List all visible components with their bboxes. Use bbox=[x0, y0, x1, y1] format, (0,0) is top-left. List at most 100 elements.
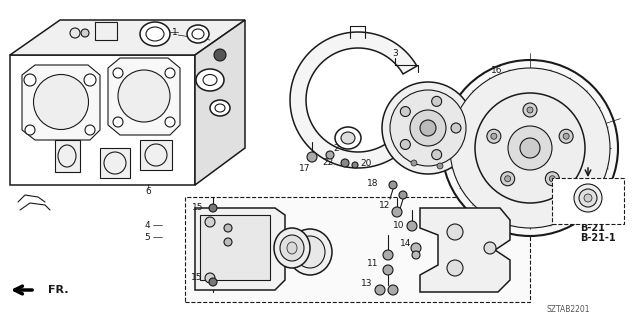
Ellipse shape bbox=[33, 75, 88, 130]
Circle shape bbox=[579, 189, 597, 207]
Circle shape bbox=[442, 60, 618, 236]
Text: 14: 14 bbox=[400, 238, 412, 247]
Ellipse shape bbox=[295, 236, 325, 268]
Text: 20: 20 bbox=[360, 158, 372, 167]
Circle shape bbox=[574, 184, 602, 212]
Circle shape bbox=[484, 242, 496, 254]
Polygon shape bbox=[108, 58, 180, 135]
Circle shape bbox=[326, 151, 334, 159]
Circle shape bbox=[491, 133, 497, 139]
Ellipse shape bbox=[187, 25, 209, 43]
Text: 9: 9 bbox=[218, 223, 224, 233]
Circle shape bbox=[420, 120, 436, 136]
Ellipse shape bbox=[274, 228, 310, 268]
Ellipse shape bbox=[335, 127, 361, 149]
Circle shape bbox=[84, 74, 96, 86]
Circle shape bbox=[388, 285, 398, 295]
Text: B-21-1: B-21-1 bbox=[580, 233, 616, 243]
Polygon shape bbox=[420, 208, 510, 292]
Circle shape bbox=[563, 133, 569, 139]
Text: 11: 11 bbox=[367, 259, 379, 268]
Circle shape bbox=[437, 163, 443, 169]
Circle shape bbox=[382, 82, 474, 174]
Circle shape bbox=[224, 224, 232, 232]
Circle shape bbox=[412, 251, 420, 259]
Circle shape bbox=[25, 125, 35, 135]
Bar bbox=[552, 178, 624, 224]
Circle shape bbox=[205, 217, 215, 227]
Circle shape bbox=[383, 250, 393, 260]
Circle shape bbox=[399, 191, 407, 199]
Circle shape bbox=[549, 176, 556, 182]
Text: 1: 1 bbox=[172, 28, 178, 36]
Polygon shape bbox=[10, 20, 245, 55]
Ellipse shape bbox=[288, 229, 332, 275]
Text: 2: 2 bbox=[333, 143, 339, 153]
Polygon shape bbox=[195, 20, 245, 185]
Text: 10: 10 bbox=[393, 221, 404, 230]
Circle shape bbox=[450, 68, 610, 228]
Circle shape bbox=[505, 176, 511, 182]
Text: 5: 5 bbox=[144, 233, 150, 242]
Ellipse shape bbox=[118, 70, 170, 122]
Circle shape bbox=[447, 224, 463, 240]
Text: 12: 12 bbox=[380, 201, 390, 210]
Circle shape bbox=[341, 159, 349, 167]
Circle shape bbox=[451, 123, 461, 133]
Circle shape bbox=[390, 90, 466, 166]
Circle shape bbox=[383, 265, 393, 275]
Text: 18: 18 bbox=[367, 179, 379, 188]
Circle shape bbox=[410, 110, 446, 146]
Circle shape bbox=[431, 150, 442, 160]
Circle shape bbox=[209, 204, 217, 212]
Text: 6: 6 bbox=[145, 188, 151, 196]
Circle shape bbox=[411, 243, 421, 253]
Text: FR.: FR. bbox=[48, 285, 68, 295]
Ellipse shape bbox=[341, 132, 355, 144]
Circle shape bbox=[447, 260, 463, 276]
Circle shape bbox=[545, 172, 559, 186]
Ellipse shape bbox=[196, 69, 224, 91]
Circle shape bbox=[584, 194, 592, 202]
Text: 13: 13 bbox=[361, 278, 372, 287]
Text: 7: 7 bbox=[225, 233, 231, 242]
Circle shape bbox=[85, 125, 95, 135]
Text: SZTAB2201: SZTAB2201 bbox=[547, 306, 590, 315]
Text: 4: 4 bbox=[144, 220, 150, 229]
Text: 8: 8 bbox=[290, 233, 296, 242]
Circle shape bbox=[392, 207, 402, 217]
Text: 3: 3 bbox=[392, 49, 398, 58]
Circle shape bbox=[24, 74, 36, 86]
Ellipse shape bbox=[210, 100, 230, 116]
Bar bbox=[95, 22, 117, 40]
Circle shape bbox=[375, 285, 385, 295]
Text: 16: 16 bbox=[492, 66, 503, 75]
Circle shape bbox=[224, 238, 232, 246]
Circle shape bbox=[81, 29, 89, 37]
Circle shape bbox=[559, 129, 573, 143]
Ellipse shape bbox=[140, 22, 170, 46]
Circle shape bbox=[214, 49, 226, 61]
Text: B-21: B-21 bbox=[580, 223, 605, 233]
Circle shape bbox=[165, 117, 175, 127]
Circle shape bbox=[527, 107, 533, 113]
Circle shape bbox=[487, 129, 501, 143]
Text: 21: 21 bbox=[556, 164, 566, 172]
Text: 19: 19 bbox=[410, 99, 422, 108]
Polygon shape bbox=[55, 140, 80, 172]
Polygon shape bbox=[22, 65, 100, 140]
Polygon shape bbox=[195, 208, 285, 290]
Circle shape bbox=[401, 140, 410, 149]
Text: 22: 22 bbox=[323, 157, 333, 166]
Circle shape bbox=[113, 117, 123, 127]
Circle shape bbox=[352, 162, 358, 168]
Circle shape bbox=[500, 172, 515, 186]
Circle shape bbox=[389, 181, 397, 189]
Circle shape bbox=[407, 221, 417, 231]
Text: 17: 17 bbox=[300, 164, 311, 172]
Circle shape bbox=[70, 28, 80, 38]
Circle shape bbox=[475, 93, 585, 203]
Circle shape bbox=[508, 126, 552, 170]
Circle shape bbox=[307, 152, 317, 162]
Circle shape bbox=[205, 273, 215, 283]
